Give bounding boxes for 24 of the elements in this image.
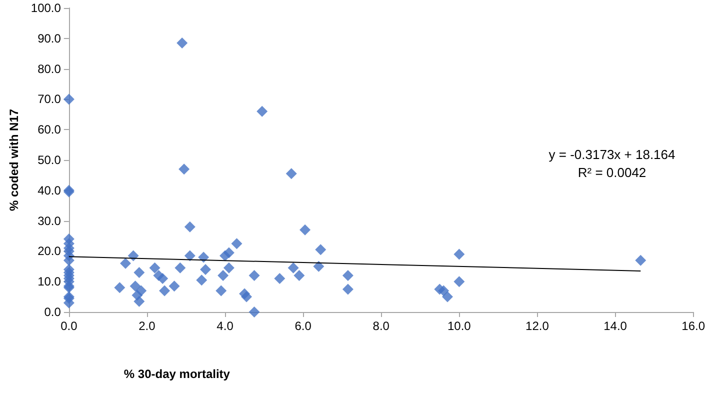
x-tick-label: 2.0: [138, 319, 156, 333]
y-tick-label: 100.0: [30, 1, 62, 15]
y-tick-label: 50.0: [38, 153, 62, 167]
y-tick-label: 30.0: [38, 214, 62, 228]
y-axis-title: % coded with N17: [7, 108, 21, 212]
x-tick-label: 16.0: [682, 319, 706, 333]
x-tick-label: 4.0: [216, 319, 234, 333]
x-tick-label: 0.0: [60, 319, 78, 333]
y-tick-label: 90.0: [38, 31, 62, 46]
y-tick-label: 80.0: [38, 62, 62, 76]
y-tick-label: 20.0: [38, 244, 62, 258]
x-tick-label: 8.0: [372, 319, 390, 333]
y-tick-label: 0.0: [44, 305, 62, 319]
x-axis-title: % 30-day mortality: [124, 367, 230, 381]
y-tick-label: 70.0: [38, 92, 62, 106]
x-tick-label: 12.0: [526, 319, 550, 333]
x-tick-label: 6.0: [294, 319, 312, 333]
y-tick-label: 40.0: [38, 183, 62, 198]
x-tick-label: 10.0: [447, 319, 472, 333]
y-tick-label: 60.0: [38, 122, 62, 137]
x-tick-label: 14.0: [604, 319, 628, 333]
annotation: R² = 0.0042: [578, 165, 646, 180]
y-tick-label: 10.0: [38, 274, 62, 289]
annotation: y = -0.3173x + 18.164: [548, 147, 676, 162]
